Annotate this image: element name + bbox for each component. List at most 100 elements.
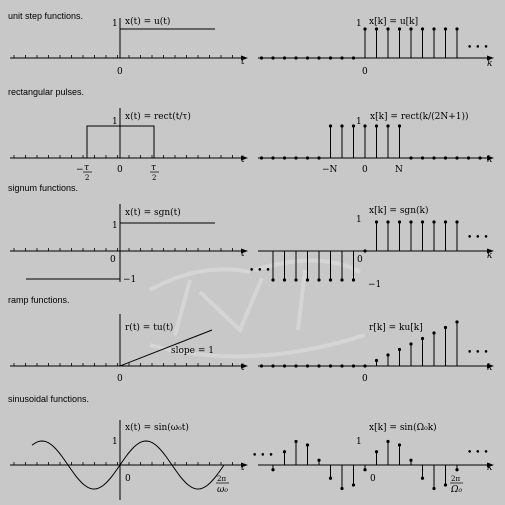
stem-dot [305, 156, 310, 160]
sin-continuous-formula: x(t) = sin(ω₀t) [125, 422, 189, 433]
stem-dot [328, 278, 333, 282]
stem-dot [432, 331, 436, 335]
stem-dot [282, 278, 287, 282]
rect-continuous-one-label: 1 [112, 117, 118, 127]
stem-dot [351, 278, 356, 282]
stem-dot [271, 56, 275, 60]
rect-continuous-t-label: t [241, 155, 245, 165]
stem-dot [478, 156, 482, 160]
ramp-continuous-axis [10, 363, 248, 369]
ramp-continuous-plot: r(t) = tu(t) slope = 1 0 t [10, 314, 248, 384]
rect-discrete-one-label: 1 [356, 117, 362, 127]
sin-continuous-t-label: t [241, 463, 245, 473]
rect-discrete-zero-label: 0 [362, 165, 368, 175]
step-continuous-formula: x(t) = u(t) [125, 16, 170, 27]
sgn-discrete-stems [271, 220, 459, 282]
stem-dot [397, 347, 402, 352]
stem-dot [317, 364, 321, 368]
stem-dot [443, 220, 448, 224]
stem-dot [443, 156, 448, 160]
stem-dot [455, 27, 459, 31]
stem-dot [305, 443, 310, 447]
sgn-continuous-zero-label: 0 [110, 255, 116, 265]
step-discrete-zero-label: 0 [362, 67, 368, 77]
stem-dot [363, 364, 367, 368]
rect-continuous-axis [10, 155, 248, 161]
section-rect: rectangular pulses. [8, 87, 84, 97]
step-discrete-formula: x[k] = u[k] [369, 17, 418, 27]
stem-dot [466, 156, 471, 160]
step-continuous-t-label: t [241, 57, 245, 67]
stem-dot [305, 278, 310, 282]
sgn-discrete-formula: x[k] = sgn(k) [369, 205, 428, 216]
ramp-continuous-t-label: t [241, 363, 245, 373]
sgn-continuous-formula: x(t) = sgn(t) [125, 207, 181, 218]
axis-arrow [241, 462, 248, 468]
ramp-continuous-zero-label: 0 [117, 374, 123, 384]
stem-dot [259, 364, 264, 368]
sgn-discrete-ellipsis-left: • • • [249, 266, 271, 276]
stem-dot [328, 476, 333, 480]
stem-dot [294, 278, 298, 282]
stem-dot [351, 124, 356, 128]
stem-dot [432, 220, 436, 224]
section-ramp: ramp functions. [8, 295, 70, 305]
axis-arrow [241, 55, 248, 61]
rect-minus-tau-num: τ [84, 163, 90, 173]
stem-dot [271, 468, 275, 472]
ramp-slope-label: slope = 1 [171, 346, 214, 356]
stem-dot [420, 336, 425, 341]
stem-dot [363, 468, 367, 472]
stem-dot [374, 27, 379, 31]
step-continuous-one-label: 1 [112, 19, 118, 29]
stem-dot [282, 450, 287, 454]
section-sinusoidal: sinusoidal functions. [8, 394, 89, 404]
stem-dot [432, 156, 436, 160]
stem-dot [294, 364, 298, 368]
stem-dot [363, 124, 367, 128]
stem-dot [340, 56, 344, 60]
stem-dot [374, 220, 379, 224]
rect-minus-tau-den: 2 [85, 174, 89, 182]
stem-dot [386, 353, 390, 357]
sgn-discrete-one-label: 1 [356, 215, 362, 225]
stem-dot [259, 156, 264, 160]
stem-dot [305, 364, 310, 368]
stem-dot [317, 56, 321, 60]
axis-arrow [487, 55, 494, 61]
stem-dot [386, 439, 390, 444]
step-discrete-one-label: 1 [356, 19, 362, 29]
ramp-continuous-curve [119, 329, 213, 367]
rect-continuous-formula: x(t) = rect(t/τ) [125, 111, 191, 122]
stem-dot [420, 476, 425, 480]
stem-dot [386, 220, 390, 224]
stem-dot [420, 156, 425, 160]
sgn-discrete-zero-label: 0 [357, 255, 363, 265]
rect-continuous-curve [86, 125, 155, 158]
stem-dot [455, 320, 459, 324]
rect-minus-sign: − [76, 165, 84, 175]
stem-dot [374, 358, 379, 363]
rect-discrete-plot: x[k] = rect(k/(2N+1)) 1 0 k −N N [258, 111, 494, 175]
step-continuous-zero-label: 0 [117, 67, 123, 77]
rect-continuous-zero-label: 0 [117, 165, 123, 175]
ramp-continuous-formula: r(t) = tu(t) [125, 322, 173, 333]
stem-dot [305, 56, 310, 60]
sin-two-pi-label: 2π [217, 475, 226, 483]
ramp-discrete-stems [259, 320, 459, 368]
sgn-discrete-ellipsis-right: • • • [467, 233, 489, 243]
sin-discrete-stems [271, 439, 459, 491]
sin-discrete-plot: x[k] = sin(Ω₀k) 1 0 k • • • • • • 2π Ω₀ [252, 422, 494, 495]
step-continuous-curve [119, 28, 215, 58]
stem-dot [351, 483, 356, 487]
stem-dot [409, 458, 413, 462]
step-discrete-plot: x[k] = u[k] 1 0 k • • • [258, 17, 494, 77]
step-discrete-stems [259, 27, 459, 60]
stem-dot [282, 364, 287, 368]
sgn-continuous-minus-one-label: −1 [123, 275, 136, 285]
stem-dot [351, 56, 356, 60]
stem-dot [443, 325, 448, 330]
axis-arrow [487, 363, 494, 369]
step-continuous-axis [10, 55, 248, 61]
